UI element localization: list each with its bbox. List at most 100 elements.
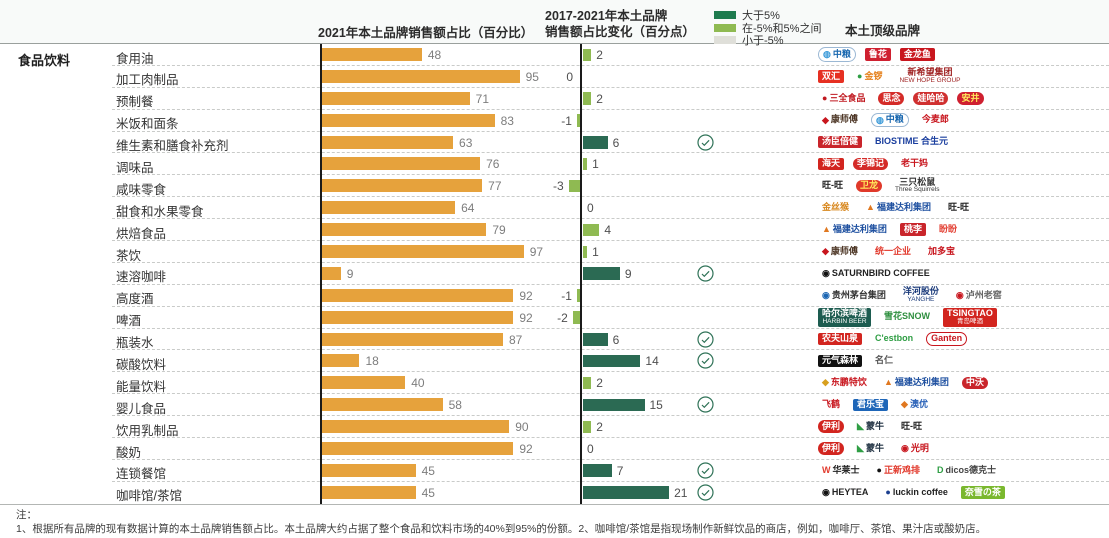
brand-logo: ◉ 泸州老窖 — [952, 289, 1006, 301]
category-label: 咖啡馆/茶馆 — [116, 489, 182, 504]
category-label: 速溶咖啡 — [116, 270, 167, 285]
brand-name: 伊利 — [822, 420, 841, 431]
share-value: 58 — [448, 398, 462, 413]
share-bar — [322, 288, 514, 302]
brand-name: 福建达利集团 — [876, 202, 931, 213]
check-icon — [697, 330, 714, 348]
change-bar — [583, 398, 645, 412]
brand-icon: ◆ — [901, 399, 908, 410]
share-value: 92 — [519, 288, 533, 303]
brand-name: 旺-旺 — [822, 180, 843, 191]
brand-logo: 旺-旺 — [944, 202, 973, 214]
brand-name: 光明 — [910, 442, 929, 453]
brand-logo: 统一企业 — [871, 245, 915, 257]
brand-name: 桃李 — [903, 223, 922, 234]
table-row: 食用油 48 2 ◍ 中粮 鲁花 金龙鱼 — [112, 44, 1109, 66]
share-bar — [322, 91, 470, 105]
brand-text: 新希望集团 NEW HOPE GROUP — [899, 68, 960, 84]
legend-swatch — [714, 11, 736, 20]
brand-list: 伊利 ◣ 蒙牛 旺-旺 — [818, 416, 926, 437]
brand-logo: 新希望集团 NEW HOPE GROUP — [895, 67, 964, 86]
change-column-title: 2017-2021年本土品牌 销售额占比变化（百分点） — [545, 8, 695, 41]
change-bar — [568, 179, 581, 193]
share-value: 64 — [461, 201, 475, 216]
share-value: 79 — [492, 223, 506, 238]
change-value: 1 — [592, 245, 599, 260]
brand-logo: 汤臣倍健 — [818, 135, 863, 149]
change-bar — [583, 48, 592, 61]
category-label: 啤酒 — [116, 314, 142, 329]
brand-name: 华莱士 — [832, 464, 860, 475]
share-value: 40 — [411, 376, 425, 391]
brand-name: C'estbon — [875, 333, 914, 344]
brand-name: 康师傅 — [830, 245, 858, 256]
brand-logo: ◉ 贵州茅台集团 — [818, 289, 890, 301]
brand-name: 金锣 — [864, 70, 883, 81]
table-row: 速溶咖啡 9 9 ◉ SATURNBIRD COFFEE — [112, 263, 1109, 285]
brand-name: 李锦记 — [857, 158, 885, 169]
table-row: 咖啡馆/茶馆 45 21 ◉ HEYTEA ● luckin coffee 奈雪の茶 — [112, 482, 1109, 504]
brand-list: 双汇 ● 金锣 新希望集团 NEW HOPE GROUP — [818, 66, 965, 87]
brand-list: ◆ 康师傅 统一企业 加多宝 — [818, 241, 959, 262]
brand-icon: ◉ — [900, 443, 909, 454]
legend-item: 大于5% — [714, 9, 821, 22]
share-value: 45 — [421, 485, 435, 500]
brand-text: TSINGTAO 青岛啤酒 — [947, 308, 993, 325]
change-bar — [572, 311, 581, 324]
brand-logo: 娃哈哈 — [913, 92, 949, 105]
share-bar — [322, 463, 416, 477]
brand-icon: ◉ — [955, 289, 964, 300]
table-row: 茶饮 97 1 ◆ 康师傅 统一企业 加多宝 — [112, 241, 1109, 263]
brand-logo: ◆ 澳优 — [897, 399, 932, 411]
category-label: 预制餐 — [116, 95, 154, 110]
change-value: 1 — [592, 157, 599, 172]
brand-logo: 安井 — [957, 92, 984, 105]
legend-label: 在-5%和5%之间 — [742, 22, 822, 35]
section-label: 食品饮料 — [18, 53, 71, 68]
change-value: 4 — [604, 223, 612, 238]
check-icon — [697, 396, 714, 413]
brand-icon: ◣ — [857, 421, 864, 432]
change-value: 0 — [587, 201, 594, 216]
brand-name: 康师傅 — [830, 114, 858, 125]
table-row: 维生素和膳食补充剂 63 6 汤臣倍健 BIOSTIME 合生元 — [112, 132, 1109, 154]
brand-icon: ● — [822, 92, 828, 103]
brand-list: ◉ 贵州茅台集团 洋河股份 YANGHE ◉ 泸州老窖 — [818, 285, 1006, 306]
footnote-text: 1、根据所有品牌的现有数据计算的本土品牌销售额占比。本土品牌大约占据了整个食品和… — [16, 522, 987, 535]
share-value: 48 — [427, 48, 442, 62]
change-bar — [583, 223, 600, 237]
share-value: 71 — [475, 91, 490, 106]
brand-text: 三只松鼠 Three Squirrels — [895, 177, 939, 194]
change-value: 15 — [649, 398, 663, 413]
brand-icon: ◆ — [822, 114, 829, 125]
table-row: 碳酸饮料 18 14 元气森林 名仁 — [112, 350, 1109, 373]
brand-logo: 旺-旺 — [818, 180, 847, 192]
brand-logo: ● luckin coffee — [881, 486, 951, 498]
share-value: 83 — [500, 113, 514, 128]
brand-logo: TSINGTAO 青岛啤酒 — [943, 307, 997, 327]
brand-list: 飞鹤 君乐宝 ◆ 澳优 — [818, 394, 932, 415]
brand-list: 海天 李锦记 老干妈 — [818, 153, 932, 174]
table-row: 瓶装水 87 6 农夫山泉 C'estbon Ganten — [112, 329, 1109, 351]
share-bar — [322, 266, 341, 280]
table-row: 烘焙食品 79 4 ▲ 福建达利集团 桃李 盼盼 — [112, 219, 1109, 242]
change-bar — [576, 114, 581, 127]
brand-logo: ◆ 康师傅 — [818, 114, 862, 126]
check-icon — [697, 462, 714, 479]
change-value: 2 — [596, 420, 603, 435]
change-value: -3 — [553, 179, 564, 194]
brand-name: 盼盼 — [938, 223, 957, 234]
table-row: 咸味零食 77 -3 旺-旺 卫龙 三只松鼠 Three Squirrels — [112, 175, 1109, 198]
change-bar — [583, 464, 612, 477]
share-column-title: 2021年本土品牌销售额占比（百分比） — [318, 26, 534, 40]
brand-logo: 名仁 — [871, 355, 897, 367]
brand-name: 飞鹤 — [822, 399, 841, 410]
footnote-label: 注： — [16, 509, 37, 521]
brand-logo: ● 正新鸡排 — [873, 464, 924, 476]
brand-name: 汤臣倍健 — [822, 136, 859, 147]
category-label: 能量饮料 — [116, 379, 167, 394]
share-bar — [322, 398, 443, 412]
brand-logo: ◉ SATURNBIRD COFFEE — [818, 267, 934, 279]
brand-name: 名仁 — [875, 355, 894, 366]
